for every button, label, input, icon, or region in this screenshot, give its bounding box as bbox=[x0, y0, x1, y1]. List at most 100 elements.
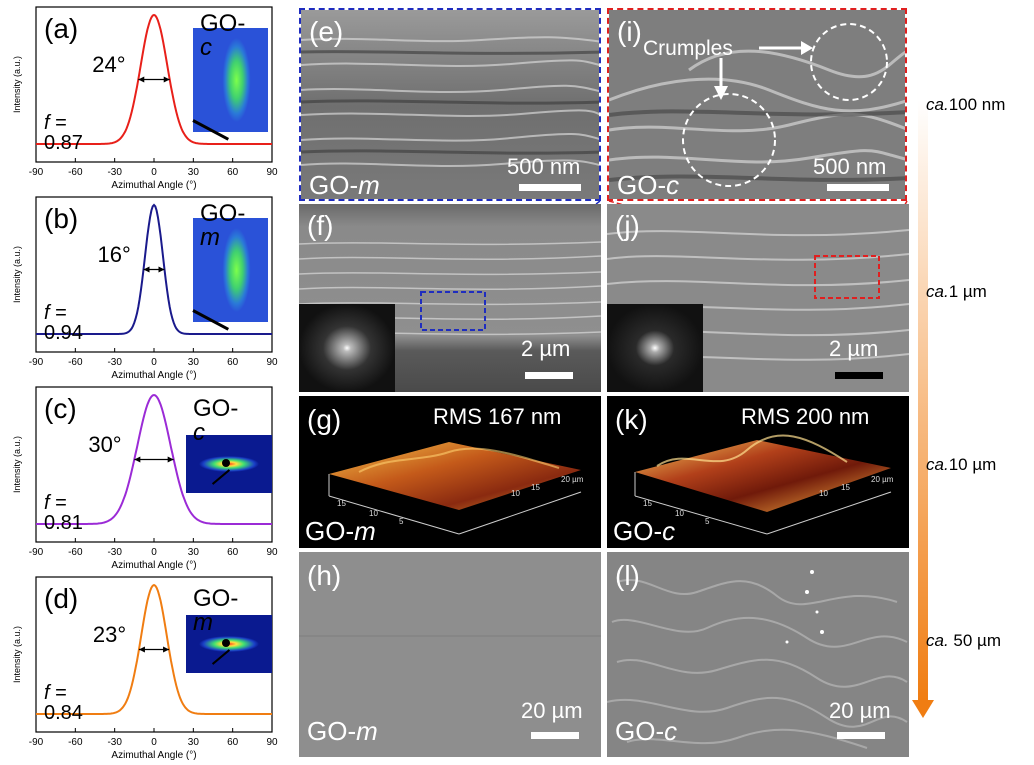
x-tick-label: -60 bbox=[68, 737, 83, 748]
sem-image-e: (e) GO-m 500 nm bbox=[299, 8, 601, 201]
intensity-curve bbox=[36, 13, 272, 145]
sample-label-i: GO-c bbox=[617, 170, 680, 200]
svg-text:15: 15 bbox=[643, 499, 652, 508]
y-axis-label: Intensity (a.u.) bbox=[12, 56, 22, 113]
x-tick-label: 30 bbox=[188, 357, 200, 368]
panel-label-h: (h) bbox=[307, 560, 342, 591]
sem-image-i: (i) Crumples GO-c 500 nm bbox=[607, 8, 907, 201]
intensity-curve bbox=[36, 583, 272, 715]
sample-label-h: GO-m bbox=[307, 716, 378, 746]
fwhm-label: 16° bbox=[97, 241, 131, 267]
scale-text-h: 20 µm bbox=[521, 698, 583, 723]
crumples-label: Crumples bbox=[643, 37, 733, 60]
scale-bar-j bbox=[835, 372, 883, 379]
plot-axes: -90 -60 -30 0 30 60 90 Azimuthal Angle (°) Inten… bbox=[12, 6, 278, 191]
sem-image-h: (h) GO-m 20 µm bbox=[299, 552, 601, 757]
orientation-factor: f = 0.87 bbox=[44, 112, 83, 154]
svg-text:15: 15 bbox=[337, 499, 346, 508]
sem-image-f: (f) 2 µm bbox=[299, 204, 601, 392]
crumple-circle-1 bbox=[682, 93, 776, 187]
sample-label: GO-m bbox=[200, 200, 246, 251]
x-tick-label: 60 bbox=[227, 737, 239, 748]
sample-label-k: GO-c bbox=[613, 516, 676, 546]
panel-label-f: (f) bbox=[307, 210, 334, 241]
panel-letter: (a) bbox=[44, 13, 79, 44]
scale-bar-f bbox=[525, 372, 573, 379]
scale-text-j: 2 µm bbox=[829, 336, 879, 361]
x-tick-label: 90 bbox=[266, 547, 278, 558]
x-tick-label: 30 bbox=[188, 737, 200, 748]
x-tick-label: -30 bbox=[107, 737, 122, 748]
y-axis-label: Intensity (a.u.) bbox=[12, 436, 22, 493]
scale-text-i: 500 nm bbox=[813, 154, 887, 179]
plot-axes: -90 -60 -30 0 30 60 90 Azimuthal Angle (°) Inten… bbox=[12, 386, 278, 571]
svg-text:10: 10 bbox=[819, 489, 828, 498]
scale-bar-h bbox=[531, 732, 579, 739]
x-tick-label: 90 bbox=[266, 357, 278, 368]
sample-label-e: GO-m bbox=[309, 170, 380, 200]
scale-bar-i bbox=[827, 184, 889, 191]
fwhm-label: 30° bbox=[88, 431, 122, 457]
scale-label-4: ca. 50 µm bbox=[926, 631, 1001, 650]
afm-surface-g: 15 10 5 20 µm 10 15 bbox=[328, 442, 584, 535]
y-axis-label: Intensity (a.u.) bbox=[12, 626, 22, 683]
x-tick-label: 0 bbox=[151, 737, 157, 748]
panel-letter: (d) bbox=[44, 583, 79, 614]
sem-texture-i bbox=[609, 10, 905, 199]
scale-text-e: 500 nm bbox=[507, 154, 581, 179]
fft-inset-j bbox=[607, 304, 703, 392]
sample-label: GO-c bbox=[200, 10, 246, 61]
x-tick-label: 0 bbox=[151, 167, 157, 178]
sample-label: GO-m bbox=[193, 585, 239, 636]
scale-bar-l bbox=[837, 732, 885, 739]
rms-label-g: RMS 167 nm bbox=[433, 404, 562, 429]
x-tick-label: -60 bbox=[68, 547, 83, 558]
x-tick-label: -90 bbox=[29, 737, 44, 748]
zoom-box-f bbox=[420, 291, 486, 331]
sem-image-l: (l) GO-c 20 µm bbox=[607, 552, 909, 757]
afm-surface-k: 15 10 5 20 µm 10 15 bbox=[634, 434, 894, 535]
scale-text-f: 2 µm bbox=[521, 336, 571, 361]
orientation-factor: f = 0.84 bbox=[44, 682, 83, 724]
sem-texture-e bbox=[301, 10, 599, 199]
x-tick-label: 60 bbox=[227, 547, 239, 558]
x-tick-label: -90 bbox=[29, 167, 44, 178]
crumple-circle-2 bbox=[810, 23, 888, 101]
fft-inset-f bbox=[299, 304, 395, 392]
saxs-pattern-inset bbox=[186, 435, 272, 493]
scale-label-2: ca.1 µm bbox=[926, 282, 987, 301]
x-tick-label: 0 bbox=[151, 357, 157, 368]
intensity-curve bbox=[36, 393, 272, 525]
panel-label-l: (l) bbox=[615, 560, 640, 591]
saxs-pattern-inset bbox=[186, 615, 272, 673]
x-axis-label: Azimuthal Angle (°) bbox=[111, 560, 196, 571]
orientation-factor: f = 0.81 bbox=[44, 492, 83, 534]
svg-text:15: 15 bbox=[531, 483, 540, 492]
afm-image-g: 15 10 5 20 µm 10 15 (g) RMS 167 nm GO-m bbox=[299, 396, 601, 548]
scale-text-l: 20 µm bbox=[829, 698, 891, 723]
panel-label-k: (k) bbox=[615, 404, 648, 435]
x-tick-label: 60 bbox=[227, 167, 239, 178]
scale-bar-e bbox=[519, 184, 581, 191]
panel-label-g: (g) bbox=[307, 404, 342, 435]
x-tick-label: -90 bbox=[29, 547, 44, 558]
orientation-factor: f = 0.94 bbox=[44, 302, 83, 344]
svg-text:5: 5 bbox=[399, 517, 404, 526]
sample-label: GO-c bbox=[193, 395, 239, 446]
intensity-curve bbox=[36, 203, 272, 335]
x-axis-label: Azimuthal Angle (°) bbox=[111, 750, 196, 761]
x-tick-label: 60 bbox=[227, 357, 239, 368]
x-tick-label: -90 bbox=[29, 357, 44, 368]
saxs-pattern-inset bbox=[192, 28, 268, 141]
svg-text:10: 10 bbox=[511, 489, 520, 498]
svg-text:20 µm: 20 µm bbox=[871, 475, 894, 484]
svg-text:10: 10 bbox=[369, 509, 378, 518]
sample-label-l: GO-c bbox=[615, 716, 678, 746]
x-tick-label: 30 bbox=[188, 167, 200, 178]
svg-text:5: 5 bbox=[705, 517, 710, 526]
x-tick-label: 30 bbox=[188, 547, 200, 558]
sem-texture-h bbox=[299, 552, 601, 757]
x-tick-label: -60 bbox=[68, 357, 83, 368]
svg-text:10: 10 bbox=[675, 509, 684, 518]
sem-texture-l bbox=[607, 552, 909, 757]
